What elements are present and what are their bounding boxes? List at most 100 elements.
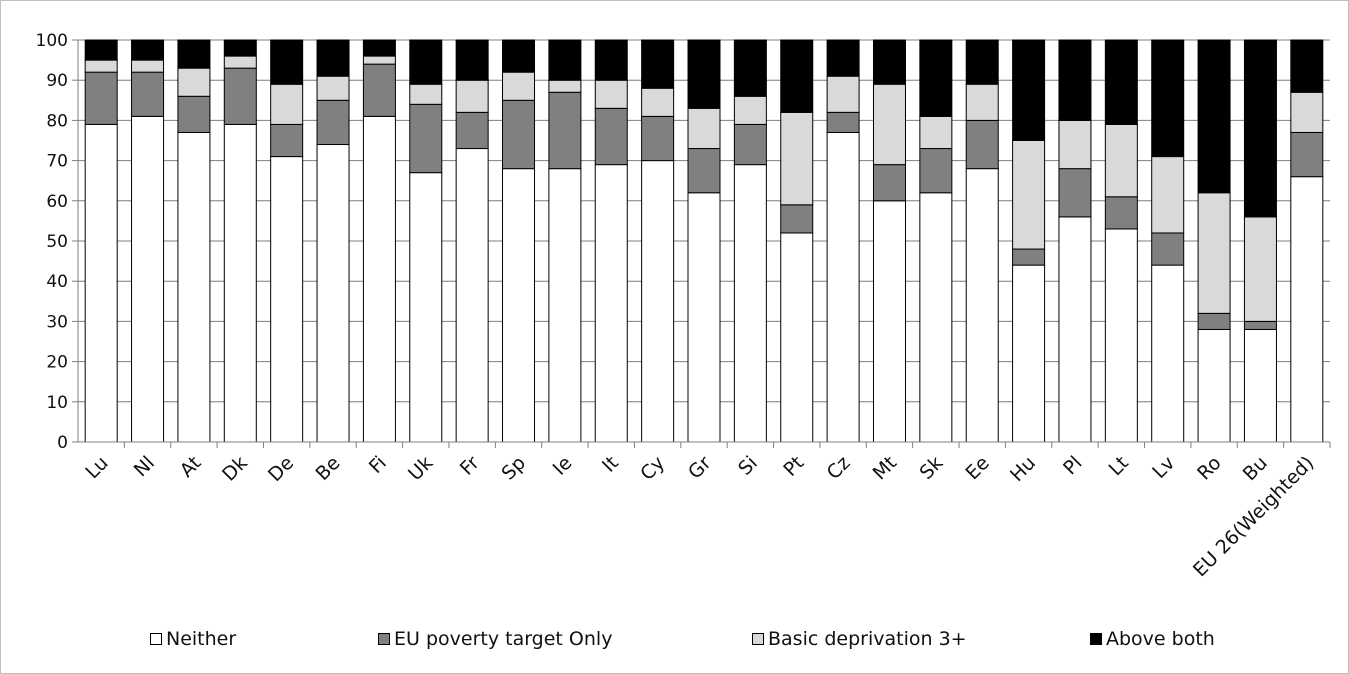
bar-segment-basic-deprivation-3--sp	[502, 71, 536, 101]
bar-segment-eu-poverty-target-only-sk	[919, 148, 953, 194]
bar-segment-basic-deprivation-3--bu	[1243, 216, 1277, 322]
legend-label-basic-deprivation: Basic deprivation 3+	[768, 628, 967, 650]
bar-segment-neither-lv	[1151, 264, 1185, 443]
bar-segment-above-both-lu	[84, 39, 118, 61]
bar-segment-above-both-it	[594, 39, 628, 81]
bar-segment-neither-ro	[1197, 328, 1231, 443]
bar-segment-eu-poverty-target-only-fr	[455, 111, 489, 150]
bar-segment-neither-ie	[548, 168, 582, 443]
legend-label-above-both: Above both	[1106, 628, 1215, 650]
bar-segment-neither-nl	[131, 115, 165, 443]
bar-segment-eu-poverty-target-only-si	[733, 123, 767, 166]
bar-segment-above-both-sk	[919, 39, 953, 117]
bar-segment-above-both-lv	[1151, 39, 1185, 158]
bar-segment-basic-deprivation-3--de	[270, 83, 304, 125]
legend-label-neither: Neither	[166, 628, 237, 650]
bar-segment-basic-deprivation-3--si	[733, 95, 767, 125]
bar-segment-basic-deprivation-3--ro	[1197, 192, 1231, 314]
bar-segment-neither-sk	[919, 192, 953, 443]
bar-segment-above-both-bu	[1243, 39, 1277, 218]
legend-swatch-eu-poverty	[378, 633, 390, 645]
bar-segment-basic-deprivation-3--mt	[872, 83, 906, 166]
bar-segment-basic-deprivation-3--dk	[223, 55, 257, 69]
bar-segment-eu-poverty-target-only-ie	[548, 91, 582, 170]
legend-swatch-neither	[150, 633, 162, 645]
bar-segment-neither-dk	[223, 123, 257, 443]
y-tick-label: 50	[46, 232, 68, 252]
legend-item-eu-poverty: EU poverty target Only	[378, 628, 612, 650]
bar-segment-above-both-eu-26-weighted-	[1290, 39, 1324, 93]
bar-segment-eu-poverty-target-only-at	[177, 95, 211, 133]
bar-segment-neither-eu-26-weighted-	[1290, 176, 1324, 443]
bar-segment-eu-poverty-target-only-bu	[1243, 320, 1277, 330]
y-tick-label: 10	[46, 393, 68, 413]
bar-segment-basic-deprivation-3--lt	[1104, 123, 1138, 198]
y-tick-label: 80	[46, 111, 68, 131]
bar-segment-basic-deprivation-3--lv	[1151, 156, 1185, 234]
bar-segment-above-both-sp	[502, 39, 536, 73]
bar-segment-eu-poverty-target-only-hu	[1012, 248, 1046, 266]
bar-segment-basic-deprivation-3--pt	[780, 111, 814, 206]
bar-segment-neither-gr	[687, 192, 721, 443]
bar-segment-neither-si	[733, 164, 767, 443]
bar-segment-above-both-cz	[826, 39, 860, 77]
bar-segment-above-both-gr	[687, 39, 721, 109]
bar-segment-eu-poverty-target-only-ro	[1197, 312, 1231, 330]
bar-segment-above-both-uk	[409, 39, 443, 85]
bar-segment-above-both-fi	[362, 39, 396, 57]
bar-segment-neither-bu	[1243, 328, 1277, 443]
legend-swatch-basic-deprivation	[752, 633, 764, 645]
bar-segment-neither-ee	[965, 168, 999, 443]
bar-segment-neither-be	[316, 144, 350, 443]
bar-segment-basic-deprivation-3--eu-26-weighted-	[1290, 91, 1324, 133]
bar-segment-basic-deprivation-3--sk	[919, 115, 953, 150]
bar-segment-above-both-nl	[131, 39, 165, 61]
bar-segment-eu-poverty-target-only-gr	[687, 148, 721, 194]
bar-segment-neither-at	[177, 131, 211, 443]
bar-segment-basic-deprivation-3--ee	[965, 83, 999, 121]
bar-segment-above-both-pl	[1058, 39, 1092, 121]
bar-segment-above-both-pt	[780, 39, 814, 113]
bar-segment-above-both-hu	[1012, 39, 1046, 141]
bar-segment-above-both-ee	[965, 39, 999, 85]
legend: Neither EU poverty target Only Basic dep…	[0, 628, 1349, 658]
bar-segment-eu-poverty-target-only-cz	[826, 111, 860, 133]
bar-segment-neither-pl	[1058, 216, 1092, 443]
y-tick-label: 0	[57, 433, 68, 453]
bar-segment-eu-poverty-target-only-pt	[780, 204, 814, 234]
bar-segment-basic-deprivation-3--cz	[826, 75, 860, 113]
bar-segment-basic-deprivation-3--at	[177, 67, 211, 97]
bar-segment-eu-poverty-target-only-be	[316, 99, 350, 146]
bar-segment-eu-poverty-target-only-pl	[1058, 168, 1092, 218]
y-tick-label: 60	[46, 192, 68, 212]
bar-segment-basic-deprivation-3--pl	[1058, 119, 1092, 170]
bar-segment-eu-poverty-target-only-nl	[131, 71, 165, 117]
y-tick-label: 20	[46, 353, 68, 373]
bar-segment-basic-deprivation-3--fr	[455, 79, 489, 113]
bar-segment-above-both-si	[733, 39, 767, 97]
bar-segment-eu-poverty-target-only-fi	[362, 63, 396, 117]
bar-segment-above-both-de	[270, 39, 304, 85]
bar-segment-above-both-at	[177, 39, 211, 69]
bar-segment-neither-pt	[780, 232, 814, 443]
bar-segment-basic-deprivation-3--nl	[131, 59, 165, 73]
bar-segment-eu-poverty-target-only-it	[594, 107, 628, 166]
bar-segment-eu-poverty-target-only-lu	[84, 71, 118, 125]
bar-segment-neither-hu	[1012, 264, 1046, 443]
bar-segment-eu-poverty-target-only-uk	[409, 103, 443, 174]
bar-segment-basic-deprivation-3--fi	[362, 55, 396, 65]
bar-segment-basic-deprivation-3--cy	[641, 87, 675, 117]
bar-segment-basic-deprivation-3--it	[594, 79, 628, 109]
bar-segment-basic-deprivation-3--hu	[1012, 140, 1046, 250]
bar-segment-above-both-be	[316, 39, 350, 77]
bar-segment-basic-deprivation-3--lu	[84, 59, 118, 73]
bar-segment-basic-deprivation-3--gr	[687, 107, 721, 150]
legend-item-above-both: Above both	[1090, 628, 1215, 650]
bar-segment-eu-poverty-target-only-lt	[1104, 196, 1138, 230]
legend-swatch-above-both	[1090, 633, 1102, 645]
bar-segment-neither-cz	[826, 131, 860, 443]
y-tick-label: 100	[36, 31, 68, 51]
bar-segment-eu-poverty-target-only-sp	[502, 99, 536, 170]
bar-segment-eu-poverty-target-only-ee	[965, 119, 999, 170]
